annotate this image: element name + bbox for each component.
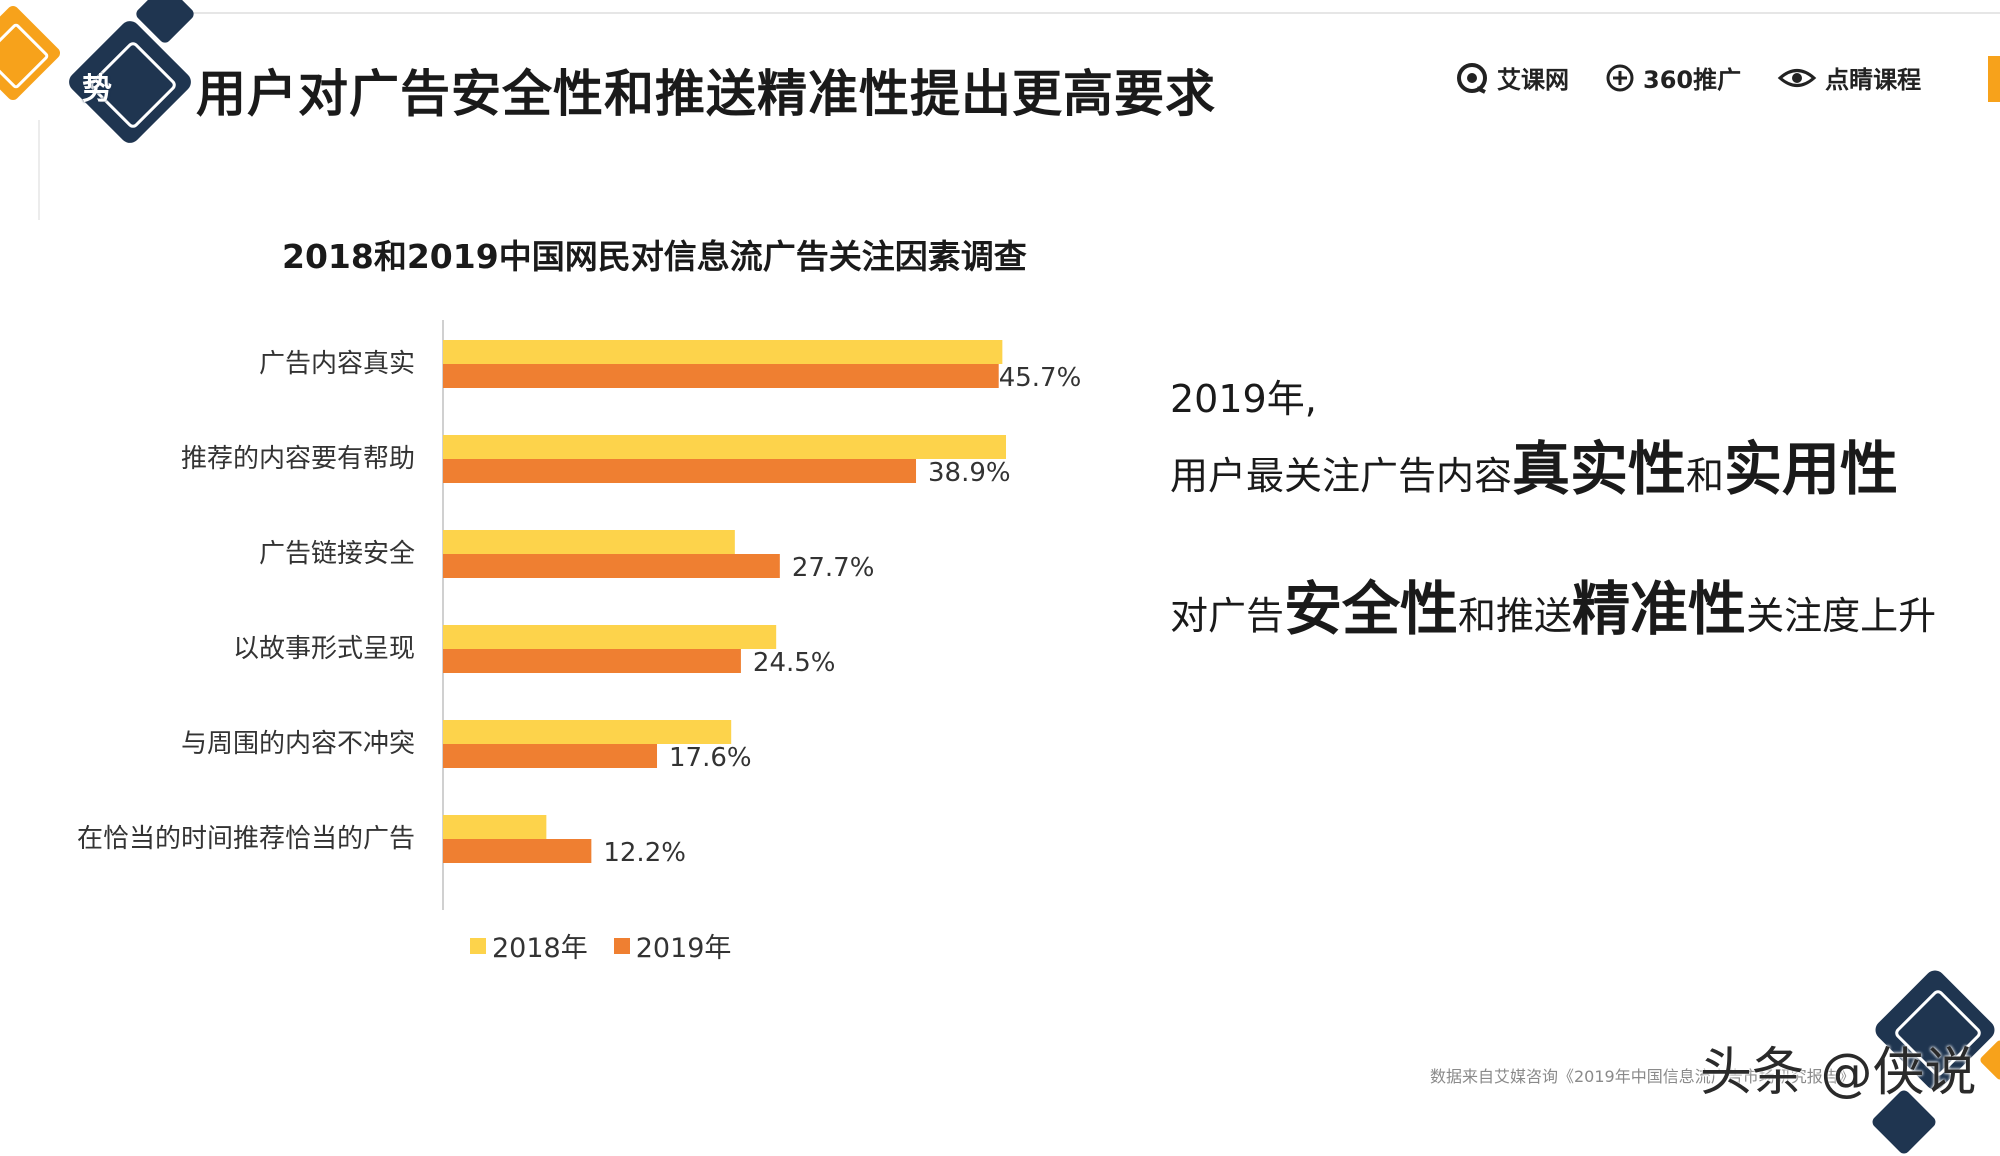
brand-360: 360推广 [1605, 60, 1741, 95]
bar-2019 [443, 459, 917, 483]
eye-logo-icon [1777, 68, 1817, 87]
insight-emphasis: 精准性 [1572, 575, 1747, 643]
bar-2019 [443, 649, 741, 673]
insight-emphasis: 实用性 [1724, 435, 1899, 503]
top-rule [190, 12, 2000, 14]
chart-legend: 2018年 2019年 [470, 926, 731, 965]
bar-2018 [443, 530, 735, 554]
bar-2018 [443, 340, 1003, 364]
bar-2018 [443, 815, 547, 839]
category-label: 与周围的内容不冲突 [181, 729, 415, 759]
bar-2018 [443, 720, 732, 744]
corner-char: 势 [82, 72, 112, 107]
brand-dianjing: 点睛课程 [1777, 60, 1921, 95]
insight-line-2: 对广告安全性和推送精准性关注度上升 [1170, 562, 1936, 646]
page-title: 用户对广告安全性和推送精准性提出更高要求 [196, 65, 1216, 123]
insight-line-1: 用户最关注广告内容真实性和实用性 [1170, 422, 1898, 506]
left-rule [38, 120, 40, 220]
category-label: 以故事形式呈现 [233, 634, 415, 664]
brand-logos: 艾课网 360推广 点睛课程 [1455, 60, 1921, 95]
legend-label-2019: 2019年 [635, 933, 732, 964]
bar-2019 [443, 364, 999, 388]
insight-emphasis: 真实性 [1512, 435, 1687, 503]
insight-text: 和推送 [1458, 594, 1573, 638]
insight-emphasis: 安全性 [1284, 575, 1459, 643]
legend-swatch-2018 [470, 937, 486, 954]
legend-item-2019: 2019年 [613, 926, 732, 965]
accent-bar [1988, 56, 2000, 102]
bar-2018 [443, 435, 1007, 459]
data-label: 27.7% [792, 553, 875, 583]
aikewang-logo-icon [1457, 62, 1487, 94]
category-label: 推荐的内容要有帮助 [181, 444, 415, 474]
360-logo-icon [1606, 64, 1634, 91]
insight-text: 和 [1686, 454, 1725, 498]
category-label: 广告内容真实 [259, 349, 415, 379]
legend-swatch-2019 [613, 937, 630, 954]
bar-chart: 广告内容真实 45.7% 推荐的内容要有帮助 38.9% 广告链接安全 27.7% 以故事形… [77, 320, 1082, 910]
bar-2018 [443, 625, 777, 649]
data-source-note: 数据来自艾媒咨询《2019年中国信息流广告市场研究报告》 [1430, 1067, 1855, 1086]
brand-name: 艾课网 [1497, 66, 1569, 94]
data-label: 17.6% [669, 743, 752, 773]
data-label: 38.9% [928, 458, 1011, 488]
insight-text: 对广告 [1170, 594, 1285, 638]
legend-item-2018: 2018年 [470, 926, 588, 965]
bar-2019 [443, 839, 592, 863]
insight-text: 用户最关注广告内容 [1170, 454, 1513, 498]
insight-year: 2019年, [1170, 377, 1317, 421]
brand-name: 360推广 [1643, 66, 1742, 94]
brand-name: 点睛课程 [1825, 66, 1922, 94]
data-label: 24.5% [753, 648, 836, 678]
bar-2019 [443, 744, 658, 768]
insight-text: 关注度上升 [1746, 594, 1937, 638]
chart-title: 2018和2019中国网民对信息流广告关注因素调查 [282, 237, 1027, 276]
brand-aikewang: 艾课网 [1455, 60, 1569, 95]
watermark: 头条 @侠说 [1700, 1043, 1977, 1103]
data-label: 45.7% [999, 363, 1082, 393]
data-label: 12.2% [603, 838, 686, 868]
legend-label-2018: 2018年 [492, 933, 588, 964]
category-label: 在恰当的时间推荐恰当的广告 [77, 824, 415, 854]
bar-2019 [443, 554, 780, 578]
category-label: 广告链接安全 [259, 539, 415, 569]
